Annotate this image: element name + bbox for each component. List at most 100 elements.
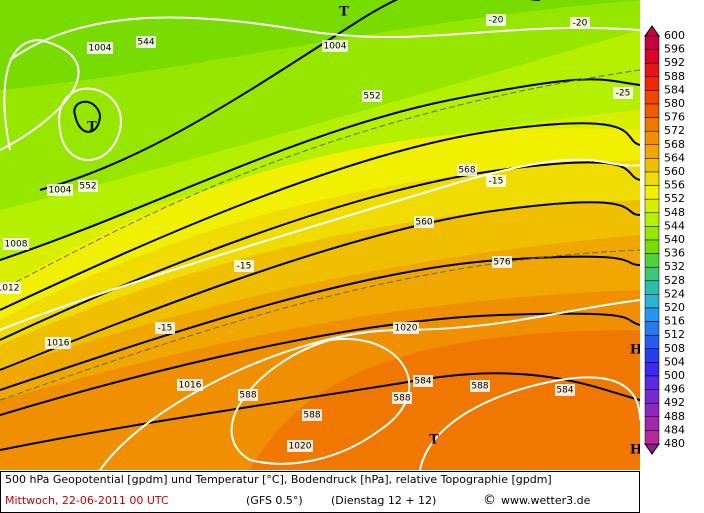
colorbar-swatch	[644, 362, 660, 377]
colorbar-label: 560	[664, 165, 685, 178]
map-label: 588	[239, 391, 256, 401]
label-bg	[413, 375, 433, 387]
colorbar-label: 592	[664, 56, 685, 69]
colorbar-swatch	[644, 280, 660, 295]
colorbar: 6005965925885845805765725685645605565525…	[644, 25, 685, 455]
label-bg	[45, 337, 71, 349]
map-label: 560	[415, 218, 432, 228]
map-label: 588	[471, 382, 488, 392]
colorbar-arrow	[644, 443, 660, 455]
label-bg	[302, 409, 322, 421]
colorbar-label: 496	[664, 383, 685, 396]
colorbar-label: 484	[664, 423, 685, 436]
colorbar-swatch	[644, 334, 660, 350]
map-label: 588	[393, 394, 410, 404]
footer-title: 500 hPa Geopotential [gpdm] und Temperat…	[5, 473, 552, 486]
colorbar-swatch	[644, 307, 660, 322]
label-bg	[87, 42, 113, 54]
colorbar-label: 564	[664, 151, 685, 164]
label-bg	[492, 256, 512, 268]
map-label: 584	[556, 386, 573, 396]
colorbar-label: 504	[664, 355, 685, 368]
colorbar-label: 588	[664, 70, 685, 83]
label-bg	[238, 389, 258, 401]
colorbar-swatch	[644, 130, 660, 146]
map-label: -15	[237, 262, 252, 272]
map-label: 1004	[324, 42, 347, 52]
colorbar-swatch	[644, 321, 660, 336]
label-bg	[47, 184, 73, 196]
colorbar-label: 568	[664, 138, 685, 151]
map-label: 1020	[395, 324, 418, 334]
map-label: 576	[493, 258, 510, 268]
colorbar-label: 580	[664, 97, 685, 110]
colorbar-label: 540	[664, 233, 685, 246]
label-bg	[613, 87, 633, 99]
colorbar-label: 512	[664, 328, 685, 341]
map-label: -25	[616, 89, 631, 99]
label-bg	[457, 164, 477, 176]
colorbar-label: 488	[664, 410, 685, 423]
colorbar-label: 600	[664, 29, 685, 42]
colorbar-swatch	[644, 239, 660, 254]
colorbar-label: 584	[664, 83, 685, 96]
temperature-lines	[0, 16, 640, 470]
label-bg	[486, 14, 506, 26]
map-label: -15	[489, 177, 504, 187]
map-label: -15	[158, 324, 173, 334]
label-bg	[177, 379, 203, 391]
map-label: H	[630, 443, 640, 458]
colorbar-swatch	[644, 185, 660, 200]
colorbar-swatch	[644, 375, 660, 390]
map-label: 552	[363, 92, 380, 102]
colorbar-swatch	[644, 226, 660, 241]
map-label: 552	[79, 182, 96, 192]
colorbar-swatch	[644, 266, 660, 282]
label-bg	[393, 322, 419, 334]
map-label: 544	[137, 38, 154, 48]
label-bg	[136, 36, 156, 48]
label-bg	[3, 238, 29, 250]
colorbar-swatch	[644, 430, 660, 445]
map-label: 1012	[0, 284, 19, 294]
colorbar-swatch	[644, 389, 660, 404]
colorbar-swatch	[644, 253, 660, 268]
colorbar-label: 544	[664, 219, 685, 232]
band	[250, 330, 640, 470]
colorbar-swatch	[644, 117, 660, 132]
footer-copyright: ©	[483, 493, 496, 508]
colorbar-swatch	[644, 402, 660, 418]
map-label: 1008	[5, 240, 28, 250]
colorbar-swatch	[644, 348, 660, 363]
colorbar-label: 548	[664, 206, 685, 219]
footer-site: www.wetter3.de	[501, 494, 591, 507]
map-label: -20	[489, 16, 504, 26]
colorbar-swatch	[644, 35, 660, 50]
colorbar-label: 500	[664, 369, 685, 382]
label-bg	[392, 392, 412, 404]
label-bg	[155, 322, 175, 334]
map-label: 1016	[47, 339, 70, 349]
colorbar-label: 576	[664, 111, 685, 124]
colorbar-swatch	[644, 103, 660, 118]
map-label: 1004	[49, 186, 72, 196]
colorbar-swatch	[644, 90, 660, 105]
colorbar-label: 596	[664, 43, 685, 56]
colorbar-label: 516	[664, 315, 685, 328]
colorbar-swatch	[644, 49, 660, 64]
label-bg	[78, 180, 98, 192]
colorbar-swatch	[644, 198, 660, 214]
colorbar-swatch	[644, 294, 660, 309]
label-bg	[0, 282, 21, 294]
colorbar-label: 532	[664, 260, 685, 273]
colorbar-label: 572	[664, 124, 685, 137]
colorbar-swatch	[644, 212, 660, 227]
map-label: 588	[303, 411, 320, 421]
label-bg	[555, 384, 575, 396]
label-bg	[287, 440, 313, 452]
label-bg	[322, 40, 348, 52]
map: T -20 -20 1004 544 1004 552 T 552 1004 568 -15 560 10…	[0, 0, 640, 470]
footer-run: (Dienstag 12 + 12)	[331, 494, 437, 507]
colorbar-label: 524	[664, 287, 685, 300]
colorbar-swatch	[644, 62, 660, 78]
